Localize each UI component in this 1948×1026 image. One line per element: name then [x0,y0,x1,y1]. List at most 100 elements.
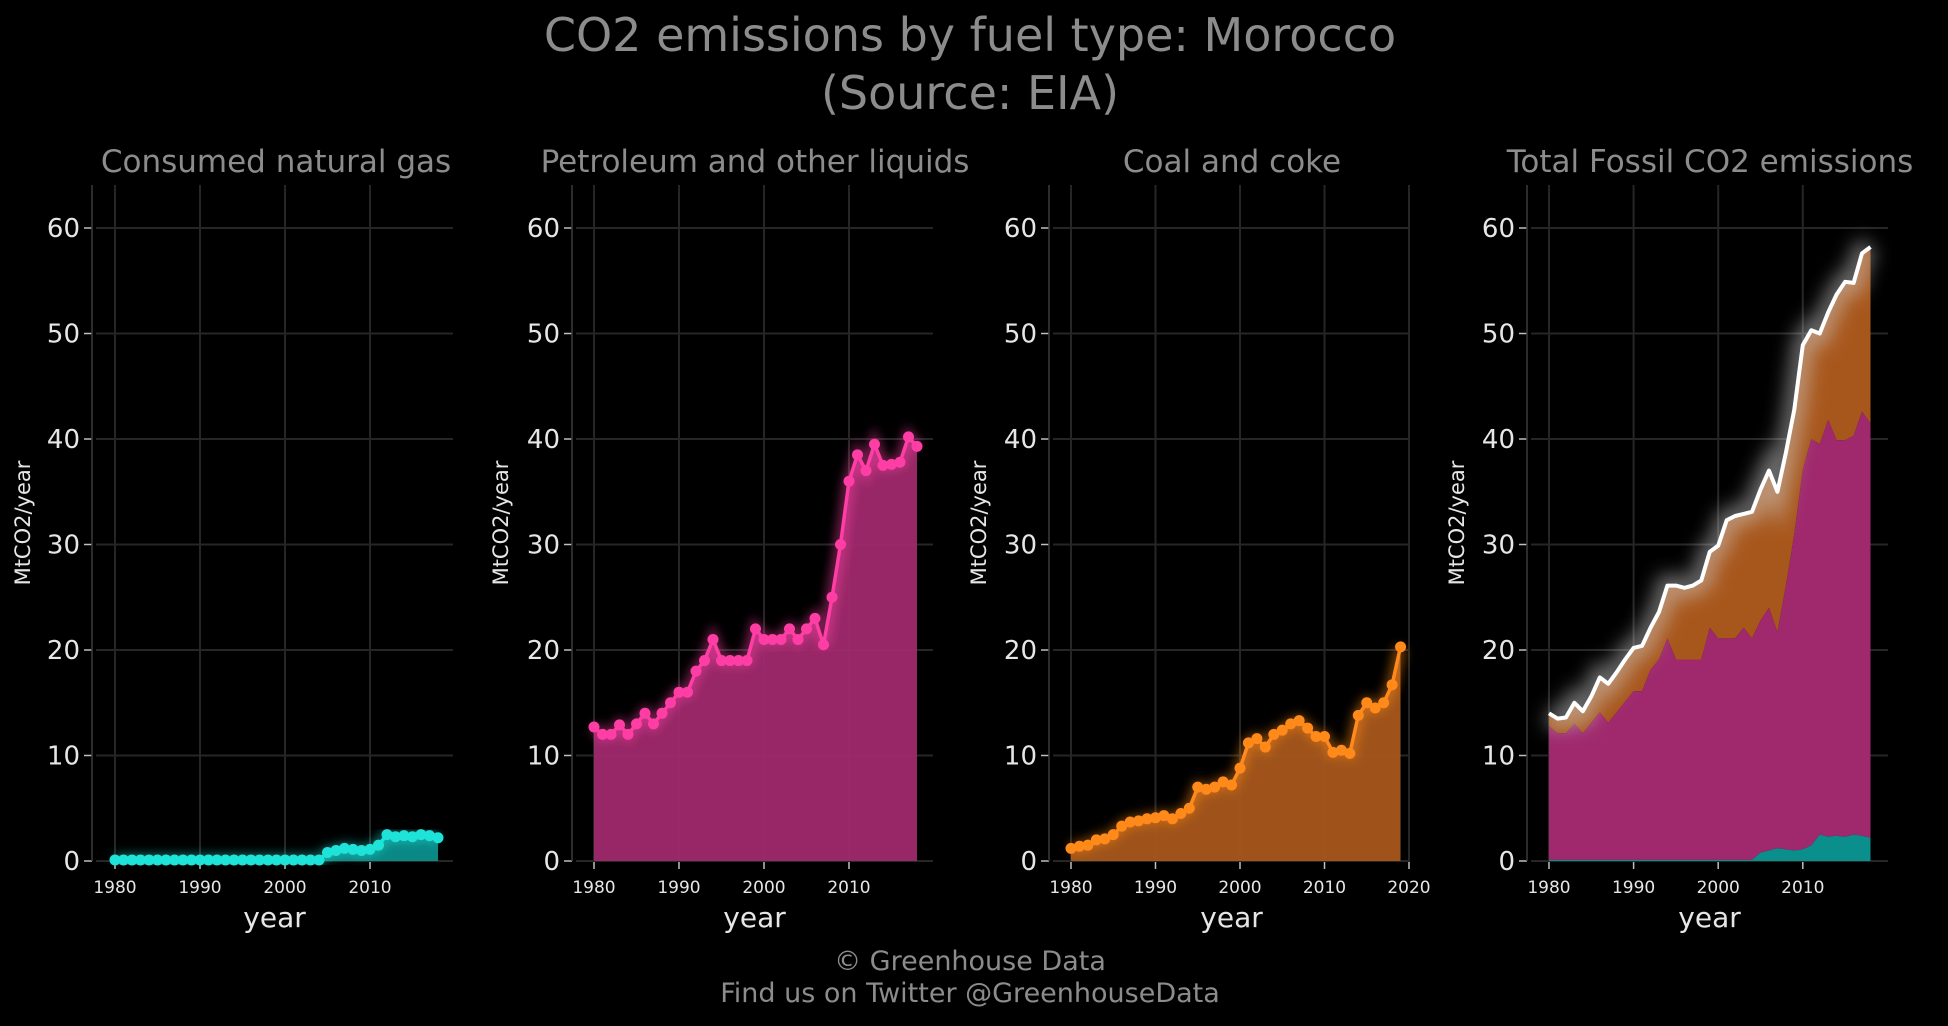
data-point [826,591,838,603]
data-point [152,854,163,866]
panel-4: Total Fossil CO2 emissions 0 10 20 30 40 50 60 1… [1445,144,1913,934]
data-point [724,655,736,667]
data-point [818,639,829,651]
data-point [1158,810,1170,822]
footer-twitter: Find us on Twitter @GreenhouseData [720,978,1220,1009]
figure-title: CO2 emissions by fuel type: Morocco [543,8,1397,62]
data-point [390,831,401,843]
panel-title: Petroleum and other liquids [541,144,970,180]
data-point [1226,779,1238,791]
tick-label-x: 2020 [1387,878,1430,898]
data-point [1209,781,1221,793]
tick-label-x: 1980 [1527,878,1570,898]
data-point [1217,776,1229,788]
stack-area-petroleum [1549,411,1871,860]
data-point [339,842,350,854]
tick-label-y: 50 [1004,320,1037,350]
tick-label-x: 2000 [263,878,306,898]
tick-label-y: 40 [47,425,80,455]
data-point [356,844,367,856]
stack-area-gas [1549,834,1871,861]
tick-label-y: 30 [47,531,80,561]
axis-label-x: year [1200,901,1263,934]
axis-label-y: MtCO2/year [489,460,513,585]
data-point [322,847,333,859]
tick-label-x: 1980 [572,878,615,898]
data-point [143,854,155,866]
tick-label-y: 0 [1498,847,1515,877]
tick-label-x: 1990 [657,878,700,898]
tick-label-y: 0 [1020,847,1037,877]
data-point [135,854,146,866]
tick-label-y: 20 [1004,636,1037,666]
panel-2: Petroleum and other liquids 0 10 20 30 40 50 60… [489,144,969,934]
tick-label-x: 2000 [1218,878,1261,898]
data-point [186,854,197,866]
tick-label-y: 0 [63,847,80,877]
data-point [1369,702,1381,714]
data-point [1242,737,1254,749]
tick-label-x: 2010 [1303,878,1346,898]
data-point [1251,733,1263,745]
data-point [305,854,316,866]
data-point [109,854,121,866]
data-point [903,431,914,443]
data-point [1361,697,1373,709]
tick-label-y: 10 [527,742,560,772]
data-point [364,843,376,855]
data-point [682,686,693,698]
data-point [279,854,291,866]
data-point [597,728,608,740]
data-point [1183,802,1195,814]
panel-title: Consumed natural gas [101,144,451,180]
data-point [1133,815,1145,827]
data-point [203,854,214,866]
data-point [237,854,248,866]
data-point [118,854,129,866]
data-point [1124,816,1136,828]
tick-label-x: 2000 [742,878,785,898]
tick-label-y: 20 [527,636,560,666]
data-point [373,839,384,851]
data-point [347,843,359,855]
tick-label-y: 60 [1004,214,1037,244]
panel-1: Consumed natural gas 0 10 20 30 40 50 60 1980 199… [11,144,453,934]
data-point [1310,731,1322,743]
panel-title: Coal and coke [1123,144,1341,180]
data-point [767,633,778,645]
axis-label-x: year [243,901,306,934]
data-point [169,854,180,866]
data-point [220,854,231,866]
data-point [424,830,435,842]
tick-label-y: 40 [527,425,560,455]
data-point [398,830,410,842]
data-point [1259,741,1271,753]
tick-label-x: 1980 [1049,878,1092,898]
data-point [775,633,787,645]
data-point [1116,820,1128,832]
data-point [1141,813,1153,825]
data-point [1099,833,1111,845]
data-point [381,829,393,841]
data-point [262,854,274,866]
tick-label-y: 50 [1482,320,1515,350]
axis-label-x: year [1678,901,1741,934]
data-point [160,854,172,866]
data-point [1073,840,1085,852]
data-point [313,854,325,866]
tick-label-y: 60 [1482,214,1515,244]
tick-label-x: 1980 [93,878,136,898]
data-point [1352,709,1364,721]
data-point [1386,679,1398,691]
data-point [894,456,906,468]
panel-3: Coal and coke 0 10 20 30 40 50 60 1980 1990 2000 20… [967,144,1431,934]
data-point [1276,724,1288,736]
data-point [784,623,795,635]
tick-label-x: 1990 [1134,878,1177,898]
footer-copyright: © Greenhouse Data [834,946,1106,977]
data-point [271,854,282,866]
data-point [758,633,770,645]
tick-label-x: 1990 [1612,878,1655,898]
data-point [605,728,617,740]
